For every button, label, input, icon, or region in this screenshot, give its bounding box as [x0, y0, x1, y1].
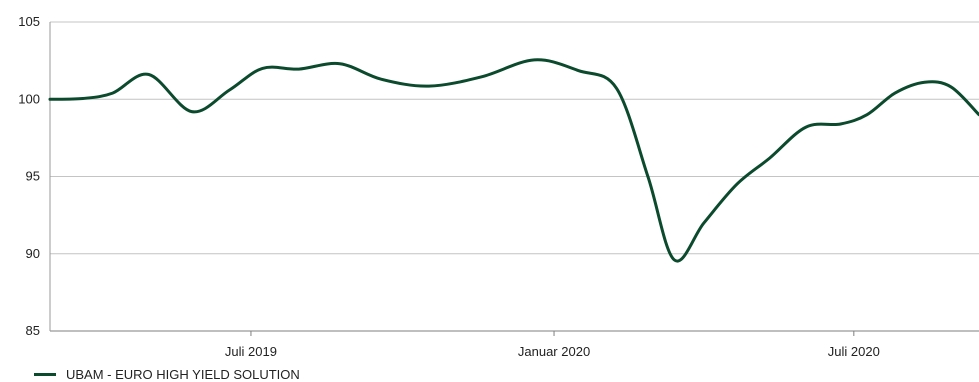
- x-axis-ticks: Juli 2019 Januar 2020 Juli 2020: [225, 331, 880, 359]
- legend: UBAM - EURO HIGH YIELD SOLUTION: [34, 366, 300, 382]
- y-tick-label: 95: [26, 169, 40, 184]
- series-line: [48, 58, 979, 263]
- gridlines: [50, 21, 979, 332]
- legend-swatch: [34, 372, 56, 376]
- x-tick-label: Juli 2020: [828, 344, 880, 359]
- y-tick-label: 100: [18, 91, 40, 106]
- y-tick-label: 90: [26, 246, 40, 261]
- x-tick-label: Juli 2019: [225, 344, 277, 359]
- legend-label: UBAM - EURO HIGH YIELD SOLUTION: [66, 366, 300, 382]
- y-tick-label: 105: [18, 14, 40, 29]
- y-tick-label: 85: [26, 323, 40, 338]
- y-axis-ticks: 105 100 95 90 85: [18, 14, 40, 338]
- x-tick-label: Januar 2020: [518, 344, 590, 359]
